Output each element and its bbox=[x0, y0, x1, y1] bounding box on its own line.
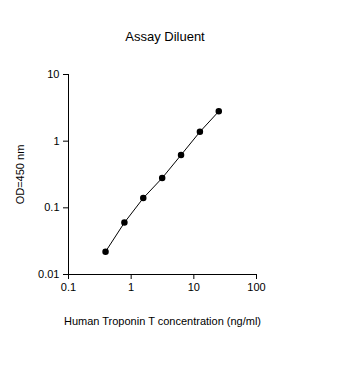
svg-text:100: 100 bbox=[247, 281, 265, 293]
svg-text:1: 1 bbox=[128, 281, 134, 293]
svg-text:0.1: 0.1 bbox=[61, 281, 76, 293]
svg-text:OD=450 nm: OD=450 nm bbox=[14, 145, 26, 205]
svg-text:0.1: 0.1 bbox=[44, 201, 59, 213]
svg-text:1: 1 bbox=[53, 135, 59, 147]
html-text:Assay Diluent: Assay Diluent bbox=[125, 29, 205, 44]
svg-text:10: 10 bbox=[188, 281, 200, 293]
svg-text:Human Troponin T concentration: Human Troponin T concentration (ng/ml) bbox=[64, 315, 261, 327]
svg-text:10: 10 bbox=[47, 68, 59, 80]
svg-text:0.01: 0.01 bbox=[38, 268, 59, 280]
